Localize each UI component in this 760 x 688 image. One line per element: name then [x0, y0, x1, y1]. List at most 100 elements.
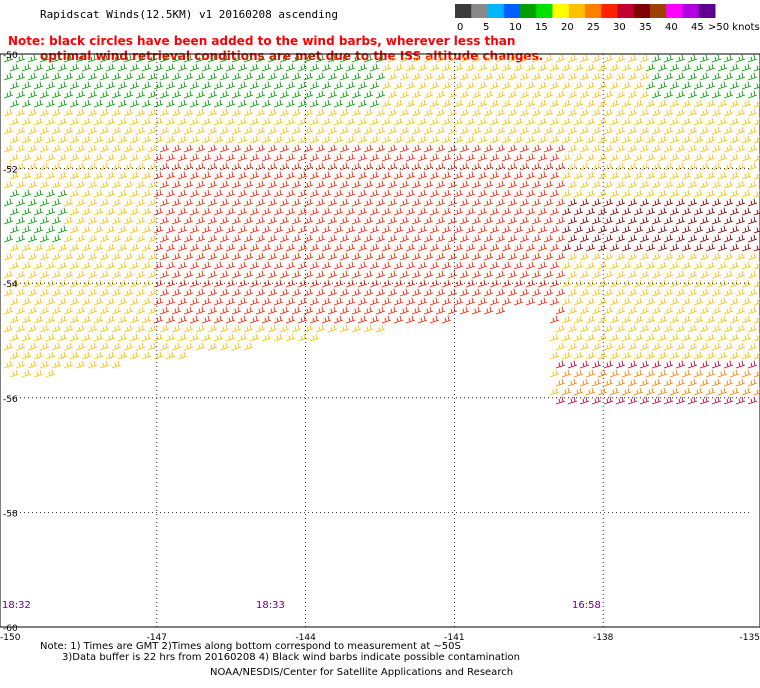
wind-barb [417, 297, 428, 306]
wind-barb [183, 324, 194, 333]
wind-barb [243, 108, 254, 117]
wind-barb [615, 216, 626, 225]
wind-barb [489, 153, 500, 162]
wind-barb [591, 306, 602, 315]
wind-barb [459, 126, 470, 135]
wind-barb [393, 243, 404, 252]
wind-barb [309, 63, 320, 72]
wind-barb [21, 225, 32, 234]
wind-barb [603, 180, 614, 189]
wind-barb [129, 117, 140, 126]
wind-barb [651, 198, 662, 207]
wind-barb [747, 90, 758, 99]
wind-barb [675, 90, 686, 99]
wind-barb [423, 72, 434, 81]
wind-barb [21, 207, 32, 216]
wind-barb [57, 351, 68, 360]
wind-barb [687, 378, 698, 387]
wind-barb [135, 270, 146, 279]
wind-barb [723, 72, 734, 81]
wind-barb [381, 189, 392, 198]
wind-barb [435, 216, 446, 225]
wind-barb [687, 288, 698, 297]
wind-barb [387, 252, 398, 261]
wind-barb [363, 270, 374, 279]
wind-barb [591, 396, 602, 405]
wind-barb [357, 297, 368, 306]
wind-barb [117, 351, 128, 360]
wind-barb [237, 243, 248, 252]
wind-barb [471, 288, 482, 297]
wind-barb [21, 369, 32, 378]
wind-barb [723, 54, 734, 63]
wind-barb [699, 54, 710, 63]
wind-barb [747, 342, 758, 351]
wind-barb [603, 198, 614, 207]
wind-barb [699, 378, 710, 387]
wind-barb [549, 261, 560, 270]
wind-barb [357, 135, 368, 144]
wind-barb [453, 189, 464, 198]
wind-barb [417, 135, 428, 144]
wind-barb [81, 63, 92, 72]
wind-barb [639, 342, 650, 351]
wind-barb [327, 108, 338, 117]
wind-barb [63, 252, 74, 261]
wind-barb [723, 108, 734, 117]
wind-barb [291, 288, 302, 297]
wind-barb [45, 207, 56, 216]
wind-barb [15, 180, 26, 189]
colorbar-swatch [601, 4, 618, 18]
wind-barb [417, 279, 428, 288]
wind-barb [321, 189, 332, 198]
wind-barb [447, 144, 458, 153]
wind-barb [69, 99, 80, 108]
wind-barb [189, 279, 200, 288]
wind-barb [21, 153, 32, 162]
wind-barb [573, 279, 584, 288]
wind-barb [315, 108, 326, 117]
wind-barb [333, 243, 344, 252]
wind-barb [351, 324, 362, 333]
wind-barb [255, 270, 266, 279]
wind-barb [99, 270, 110, 279]
wind-barb [345, 63, 356, 72]
footer-line-2: 3)Data buffer is 22 hrs from 20160208 4)… [62, 652, 520, 663]
wind-barb [285, 333, 296, 342]
colorbar-swatch [552, 4, 570, 18]
wind-barb [567, 378, 578, 387]
wind-barb [159, 306, 170, 315]
wind-barb [87, 108, 98, 117]
wind-barb [723, 378, 734, 387]
wind-barb [675, 288, 686, 297]
wind-barb [45, 297, 56, 306]
wind-barb [345, 207, 356, 216]
wind-barb [633, 135, 644, 144]
colorbar-labels: 0 5 10 15 20 25 30 35 40 45 >50 knots [457, 22, 760, 33]
wind-barb [87, 54, 98, 63]
wind-barb [327, 234, 338, 243]
wind-barb [711, 324, 722, 333]
wind-barb [27, 108, 38, 117]
wind-barb [729, 387, 740, 396]
wind-barb [615, 324, 626, 333]
wind-barb [735, 252, 746, 261]
wind-barb [615, 144, 626, 153]
wind-barb [717, 333, 728, 342]
wind-barb [129, 153, 140, 162]
wind-barb [129, 315, 140, 324]
wind-barb [207, 108, 218, 117]
wind-barb [561, 81, 572, 90]
wind-barb [171, 198, 182, 207]
wind-barb [129, 207, 140, 216]
wind-barb [99, 180, 110, 189]
wind-barb [489, 189, 500, 198]
wind-barb [165, 189, 176, 198]
wind-barb [447, 90, 458, 99]
wind-barb [255, 306, 266, 315]
wind-barb [453, 117, 464, 126]
wind-barb [579, 198, 590, 207]
wind-barb [651, 234, 662, 243]
wind-barb [117, 153, 128, 162]
wind-barb [381, 99, 392, 108]
